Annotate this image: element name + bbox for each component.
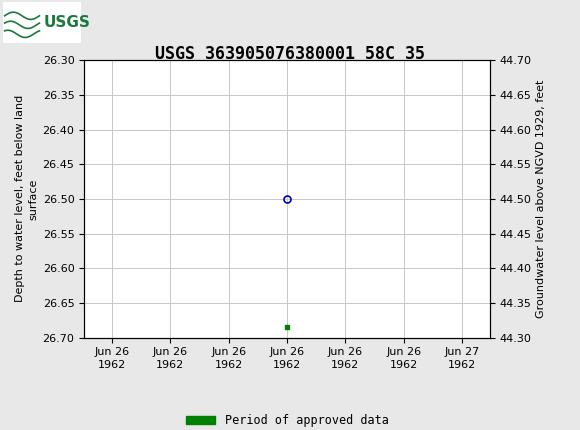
Text: USGS 363905076380001 58C 35: USGS 363905076380001 58C 35	[155, 45, 425, 63]
Y-axis label: Depth to water level, feet below land
surface: Depth to water level, feet below land su…	[15, 95, 38, 302]
Legend: Period of approved data: Period of approved data	[181, 409, 393, 430]
Text: USGS: USGS	[44, 15, 90, 30]
Y-axis label: Groundwater level above NGVD 1929, feet: Groundwater level above NGVD 1929, feet	[536, 80, 546, 318]
Bar	[3, 2, 81, 43]
